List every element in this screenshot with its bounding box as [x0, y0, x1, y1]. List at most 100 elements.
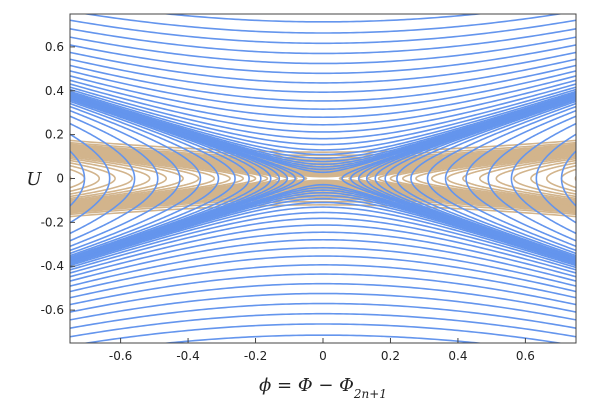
- blue-curve: [70, 273, 576, 306]
- blue-curve: [70, 194, 576, 264]
- tan-curve: [70, 146, 576, 165]
- blue-curve: [350, 95, 576, 262]
- blue-curve: [70, 100, 236, 257]
- tan-curve: [70, 204, 576, 218]
- blue-curve: [70, 115, 159, 242]
- blue-curve: [374, 97, 576, 260]
- blue-curve: [53, 0, 590, 9]
- blue-curve: [70, 90, 576, 151]
- tan-curve: [70, 192, 576, 211]
- blue-curve: [70, 217, 576, 271]
- tan-curve: [70, 148, 576, 170]
- blue-curve: [396, 98, 576, 259]
- tan-curve: [70, 153, 200, 204]
- tan-curve: [70, 162, 116, 195]
- tan-curve: [415, 152, 576, 205]
- tan-curve: [70, 200, 576, 216]
- tan-curve: [70, 159, 133, 198]
- blue-curve: [444, 105, 576, 252]
- tan-curve: [70, 156, 168, 201]
- blue-curve: [70, 231, 576, 278]
- blue-curve: [70, 255, 576, 293]
- blue-curve: [70, 206, 576, 267]
- blue-curve: [70, 93, 576, 163]
- blue-curve: [70, 44, 576, 75]
- tan-curve: [70, 164, 101, 193]
- blue-curve: [70, 97, 272, 260]
- tan-curve: [70, 152, 231, 205]
- blue-curve: [70, 95, 296, 262]
- blue-curve: [384, 97, 576, 260]
- blue-curve: [70, 105, 202, 252]
- blue-curve: [70, 133, 111, 224]
- blue-curve: [160, 334, 486, 343]
- blue-curve: [70, 92, 576, 160]
- blue-curve: [70, 282, 576, 313]
- tan-curve: [70, 196, 576, 213]
- y-axis-label: U: [26, 169, 42, 190]
- blue-curve: [70, 51, 576, 84]
- blue-curve: [70, 292, 576, 321]
- tan-curve: [545, 164, 576, 193]
- blue-curve: [70, 36, 576, 65]
- x-axis-label: ϕ = Φ − Φ2n+1: [259, 375, 387, 401]
- x-tick-label: -0.4: [176, 349, 199, 363]
- blue-curve: [70, 70, 576, 110]
- blue-curve: [70, 88, 576, 146]
- blue-curve: [81, 323, 565, 343]
- blue-curve: [70, 109, 181, 248]
- blue-curve: [357, 96, 576, 261]
- y-tick-label: 0.6: [45, 40, 64, 54]
- tan-curve: [574, 175, 576, 182]
- x-tick-label: -0.2: [244, 349, 267, 363]
- blue-curve: [70, 264, 576, 299]
- blue-curve: [70, 201, 576, 266]
- blue-curve: [410, 100, 576, 257]
- blue-curve: [70, 197, 576, 265]
- blue-curve: [535, 133, 576, 224]
- blue-curve: [160, 14, 486, 23]
- blue-curve: [70, 149, 86, 208]
- blue-curve: [487, 115, 576, 242]
- y-tick-label: 0.2: [45, 128, 64, 142]
- blue-curve: [70, 28, 576, 55]
- blue-curve: [70, 247, 576, 287]
- blue-curve: [70, 75, 576, 119]
- x-tick-label: 0: [319, 349, 327, 363]
- x-tick-label: -0.6: [109, 349, 132, 363]
- tan-curve: [513, 159, 576, 198]
- blue-curve: [70, 79, 576, 126]
- blue-curve: [70, 91, 576, 156]
- blue-curve: [560, 149, 576, 208]
- blue-curve: [70, 238, 576, 282]
- blue-curve: [70, 19, 576, 45]
- blue-curve: [365, 96, 576, 261]
- blue-curve: [465, 109, 576, 248]
- blue-curve: [426, 102, 576, 255]
- blue-curve: [70, 64, 576, 102]
- y-tick-label: 0.4: [45, 84, 64, 98]
- tan-curve: [70, 187, 576, 209]
- tan-curve: [430, 152, 576, 205]
- blue-curve: [70, 58, 576, 93]
- blue-curve: [81, 14, 565, 34]
- x-tick-label: 0.4: [448, 349, 467, 363]
- tan-curve: [495, 157, 576, 200]
- y-tick-label: 0: [56, 172, 64, 186]
- tan-curve: [462, 154, 576, 203]
- blue-curve: [70, 224, 576, 274]
- tan-curve: [446, 153, 576, 204]
- blue-curve: [70, 211, 576, 269]
- blue-curve: [70, 96, 281, 261]
- tan-curve: [70, 152, 216, 205]
- curve-layer: [53, 0, 590, 343]
- tan-curve: [70, 154, 184, 203]
- tan-curve: [70, 139, 576, 153]
- blue-curve: [70, 98, 250, 259]
- tick-layer: -0.6 -0.4 -0.2 0 0.2 0.4 0.6 -0.6 -0.4 -0.2 0 0.2 0.…: [41, 40, 535, 363]
- blue-curve: [70, 302, 576, 329]
- tan-curve: [478, 156, 576, 201]
- y-tick-label: -0.4: [41, 259, 64, 273]
- y-tick-label: -0.6: [41, 303, 64, 317]
